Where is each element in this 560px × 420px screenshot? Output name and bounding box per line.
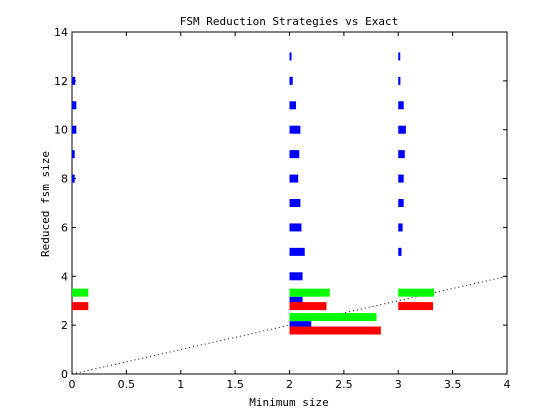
bar-series-1 xyxy=(289,174,299,183)
bar-series-2 xyxy=(289,288,330,297)
bar-series-1 xyxy=(289,150,300,159)
y-axis-label: Reduced fsm size xyxy=(39,151,52,257)
bar-series-3 xyxy=(289,326,381,335)
bar-series-2 xyxy=(72,288,89,297)
bar-series-1 xyxy=(289,247,305,256)
bar-series-1 xyxy=(289,272,303,281)
bar-series-1 xyxy=(398,101,404,110)
bar-series-3 xyxy=(72,302,89,311)
x-tick-label: 3 xyxy=(395,378,402,391)
bar-series-3 xyxy=(398,302,434,311)
y-tick-label: 4 xyxy=(61,270,68,283)
y-tick-label: 2 xyxy=(61,319,68,332)
bar-series-1 xyxy=(72,150,75,159)
bar-series-1 xyxy=(398,174,404,183)
x-tick-label: 1.5 xyxy=(226,378,244,391)
y-tick-label: 10 xyxy=(54,124,68,137)
chart-title: FSM Reduction Strategies vs Exact xyxy=(180,15,399,28)
x-tick-label: 2.5 xyxy=(335,378,353,391)
x-axis-label: Minimum size xyxy=(249,396,328,409)
x-tick-label: 0.5 xyxy=(118,378,136,391)
bar-series-1 xyxy=(398,223,403,232)
bar-series-1 xyxy=(72,125,77,134)
bar-series-2 xyxy=(289,313,377,322)
bar-series-1 xyxy=(398,199,404,207)
y-tick-label: 6 xyxy=(61,221,68,234)
bar-series-1 xyxy=(72,174,75,183)
x-tick-label: 0 xyxy=(69,378,76,391)
y-tick-label: 8 xyxy=(61,173,68,186)
bar-series-1 xyxy=(289,76,293,85)
bar-series-1 xyxy=(289,101,297,110)
bar-series-1 xyxy=(398,52,401,61)
bar-series-1 xyxy=(289,321,312,330)
bar-series-2 xyxy=(398,288,435,297)
y-tick-label: 14 xyxy=(54,26,68,39)
bar-series-1 xyxy=(289,52,292,61)
plot-area: 0 0.5 1 1.5 2 2.5 3 3.5 4 0 2 4 6 8 10 12 14 xyxy=(54,26,511,391)
bar-series-1 xyxy=(398,125,406,134)
bar-series-1 xyxy=(72,101,77,110)
bar-series-1 xyxy=(289,125,301,134)
bar-series-3 xyxy=(289,302,327,311)
x-tick-label: 2 xyxy=(286,378,293,391)
bar-series-1 xyxy=(398,150,405,159)
y-tick-label: 12 xyxy=(54,75,68,88)
bar-series-1 xyxy=(398,247,402,256)
x-tick-label: 1 xyxy=(177,378,184,391)
bar-series-1 xyxy=(398,76,401,85)
bar-series-1 xyxy=(289,199,301,207)
y-tick-label: 0 xyxy=(61,368,68,381)
bar-series-1 xyxy=(72,76,76,85)
bar-series-1 xyxy=(289,223,302,232)
x-tick-label: 3.5 xyxy=(444,378,462,391)
x-tick-label: 4 xyxy=(504,378,511,391)
bar-series-1 xyxy=(289,296,303,305)
